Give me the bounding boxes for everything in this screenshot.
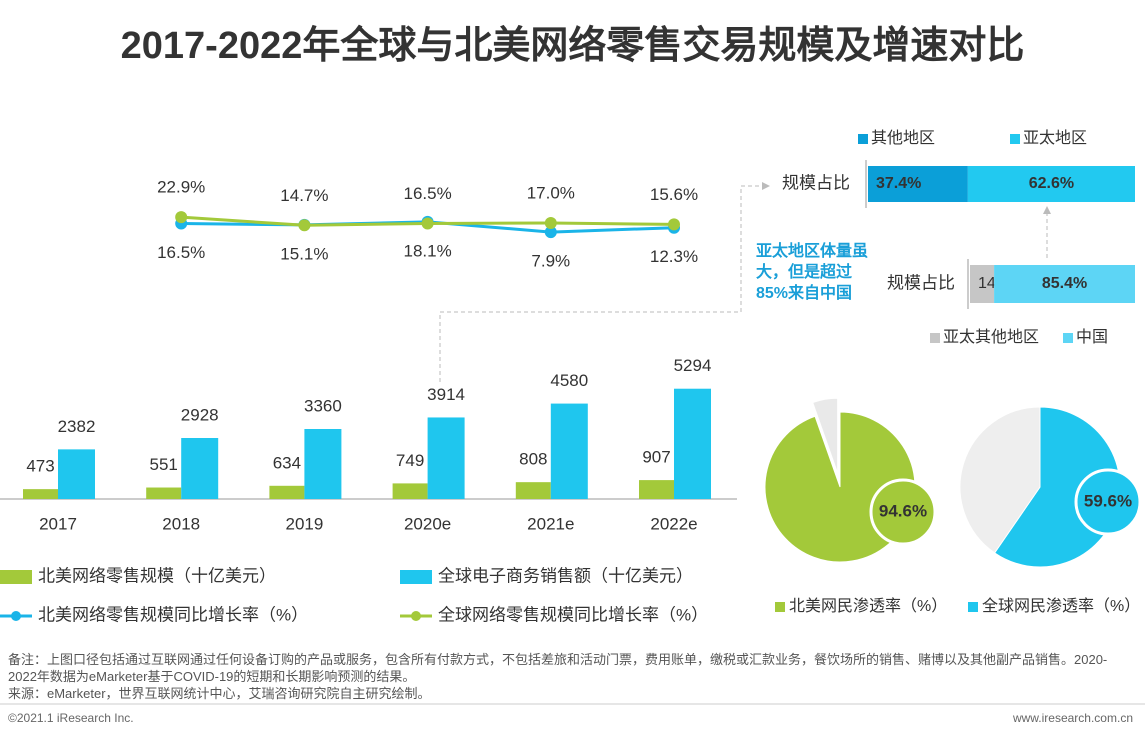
data-label: 17.0% (527, 183, 575, 202)
data-label: 15.6% (650, 185, 698, 204)
data-label: 4580 (550, 371, 588, 390)
data-label: 5294 (674, 356, 712, 375)
data-label: 907 (642, 448, 670, 467)
x-tick-label: 2022e (650, 514, 697, 533)
data-label: 94.6% (879, 501, 927, 520)
bar (550, 403, 588, 499)
data-label: 2382 (58, 417, 96, 436)
title: 2017-2022年全球与北美网络零售交易规模及增速对比 (120, 25, 1025, 67)
website: www.iresearch.com.cn (1012, 711, 1133, 725)
data-label: 85.4% (1042, 275, 1087, 292)
x-tick-label: 2018 (162, 514, 200, 533)
bar (515, 482, 551, 499)
legend-swatch (968, 602, 978, 612)
x-tick-label: 2019 (285, 514, 323, 533)
bar (392, 483, 428, 499)
copyright: ©2021.1 iResearch Inc. (8, 711, 134, 725)
data-label: 59.6% (1084, 491, 1132, 510)
source: 来源：eMarketer，世界互联网统计中心，艾瑞咨询研究院自主研究绘制。 (8, 686, 431, 701)
point (544, 217, 557, 229)
x-tick-label: 2017 (39, 514, 77, 533)
data-label: 7.9% (531, 252, 570, 271)
bar (639, 480, 674, 499)
point (668, 218, 680, 231)
label-badge (869, 478, 937, 546)
data-label: 14.7% (280, 186, 328, 205)
legend-swatch (0, 570, 32, 584)
legend-swatch (858, 134, 868, 144)
legend-swatch (1010, 134, 1020, 144)
data-label: 634 (273, 453, 301, 472)
note: 备注：上图口径包括通过互联网通过任何设备订购的产品或服务，包含所有付款方式，不包… (8, 652, 1108, 684)
data-label: 22.9% (157, 178, 205, 197)
pie-slice (959, 406, 1041, 554)
data-label: 16.5% (403, 184, 451, 203)
data-label: 62.6% (1029, 175, 1074, 192)
legend-label: 全球网民渗透率（%） (982, 597, 1140, 615)
point (298, 219, 311, 232)
category-label: 规模占比 (887, 273, 955, 292)
point (421, 217, 434, 230)
bar (58, 449, 95, 499)
connector (439, 182, 770, 382)
annotation: 亚太地区体量虽大，但是超过85%来自中国 (756, 243, 869, 302)
data-label: 16.5% (157, 243, 205, 262)
data-label: 3360 (304, 396, 342, 415)
data-label: 15.1% (280, 244, 328, 263)
data-label: 18.1% (403, 241, 451, 260)
legend-marker (11, 611, 21, 621)
bar (269, 485, 305, 499)
legend-label: 全球网络零售规模同比增长率（%） (438, 605, 708, 624)
category-label: 规模占比 (782, 173, 850, 192)
bar (181, 438, 219, 499)
legend-label: 北美网络零售规模同比增长率（%） (38, 605, 308, 624)
legend-label: 北美网民渗透率（%） (789, 597, 947, 615)
legend-swatch (775, 602, 785, 612)
label-badge (1074, 468, 1142, 536)
data-label: 473 (26, 457, 54, 476)
legend-swatch (930, 333, 940, 343)
notes: 备注：上图口径包括通过互联网通过任何设备订购的产品或服务，包含所有付款方式，不包… (8, 651, 1136, 702)
data-label: 3914 (427, 385, 465, 404)
bar-segment (868, 166, 968, 202)
bar (427, 417, 465, 499)
data-label: 2928 (181, 405, 219, 424)
legend-label: 中国 (1076, 328, 1108, 346)
bar (146, 487, 182, 499)
point (544, 226, 557, 239)
x-tick-label: 2021e (527, 514, 574, 533)
data-label: 12.3% (650, 247, 698, 266)
bar-segment (967, 166, 1135, 202)
bar (674, 388, 711, 499)
pie-slice (812, 397, 839, 474)
legend-label: 亚太地区 (1023, 129, 1087, 147)
bar (23, 489, 58, 499)
bar (304, 429, 342, 499)
data-label: 37.4% (876, 175, 921, 192)
legend-label: 亚太其他地区 (943, 328, 1039, 346)
legend-marker (411, 611, 421, 621)
legend-swatch (1063, 333, 1073, 343)
bar-segment (994, 265, 1135, 303)
point (175, 211, 188, 224)
legend-swatch (400, 570, 432, 584)
data-label: 749 (396, 451, 424, 470)
legend-label: 北美网络零售规模（十亿美元） (38, 566, 276, 585)
legend-label: 其他地区 (871, 129, 935, 147)
x-tick-label: 2020e (404, 514, 451, 533)
data-label: 551 (150, 455, 178, 474)
bar-segment (970, 265, 995, 303)
legend-label: 全球电子商务销售额（十亿美元） (438, 566, 693, 585)
data-label: 808 (519, 450, 547, 469)
